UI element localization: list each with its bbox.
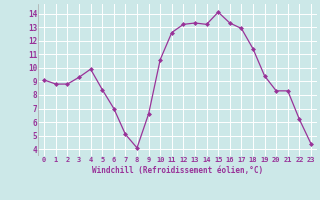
X-axis label: Windchill (Refroidissement éolien,°C): Windchill (Refroidissement éolien,°C) xyxy=(92,166,263,175)
